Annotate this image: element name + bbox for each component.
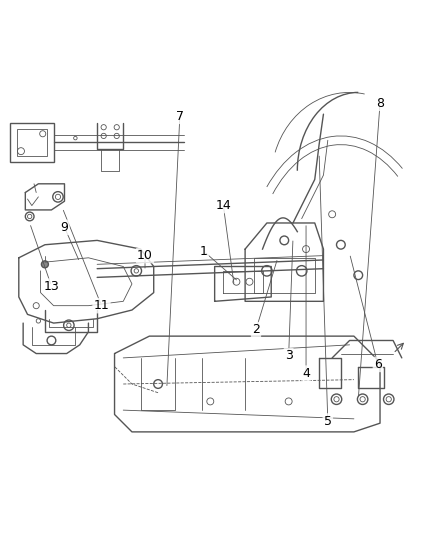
Bar [17,130,47,156]
Text: 9: 9 [60,221,68,234]
Text: 4: 4 [302,367,310,379]
Text: 13: 13 [43,280,59,293]
Text: 6: 6 [374,358,382,371]
Circle shape [42,261,48,268]
Text: 7: 7 [176,110,184,123]
Text: 8: 8 [376,97,384,110]
Text: 10: 10 [137,249,153,262]
Text: 3: 3 [285,349,293,362]
Bar [10,123,53,162]
Text: 1: 1 [200,245,208,258]
Text: 14: 14 [215,199,231,212]
Text: 11: 11 [94,299,110,312]
Text: 5: 5 [324,415,332,427]
Text: 2: 2 [252,323,260,336]
